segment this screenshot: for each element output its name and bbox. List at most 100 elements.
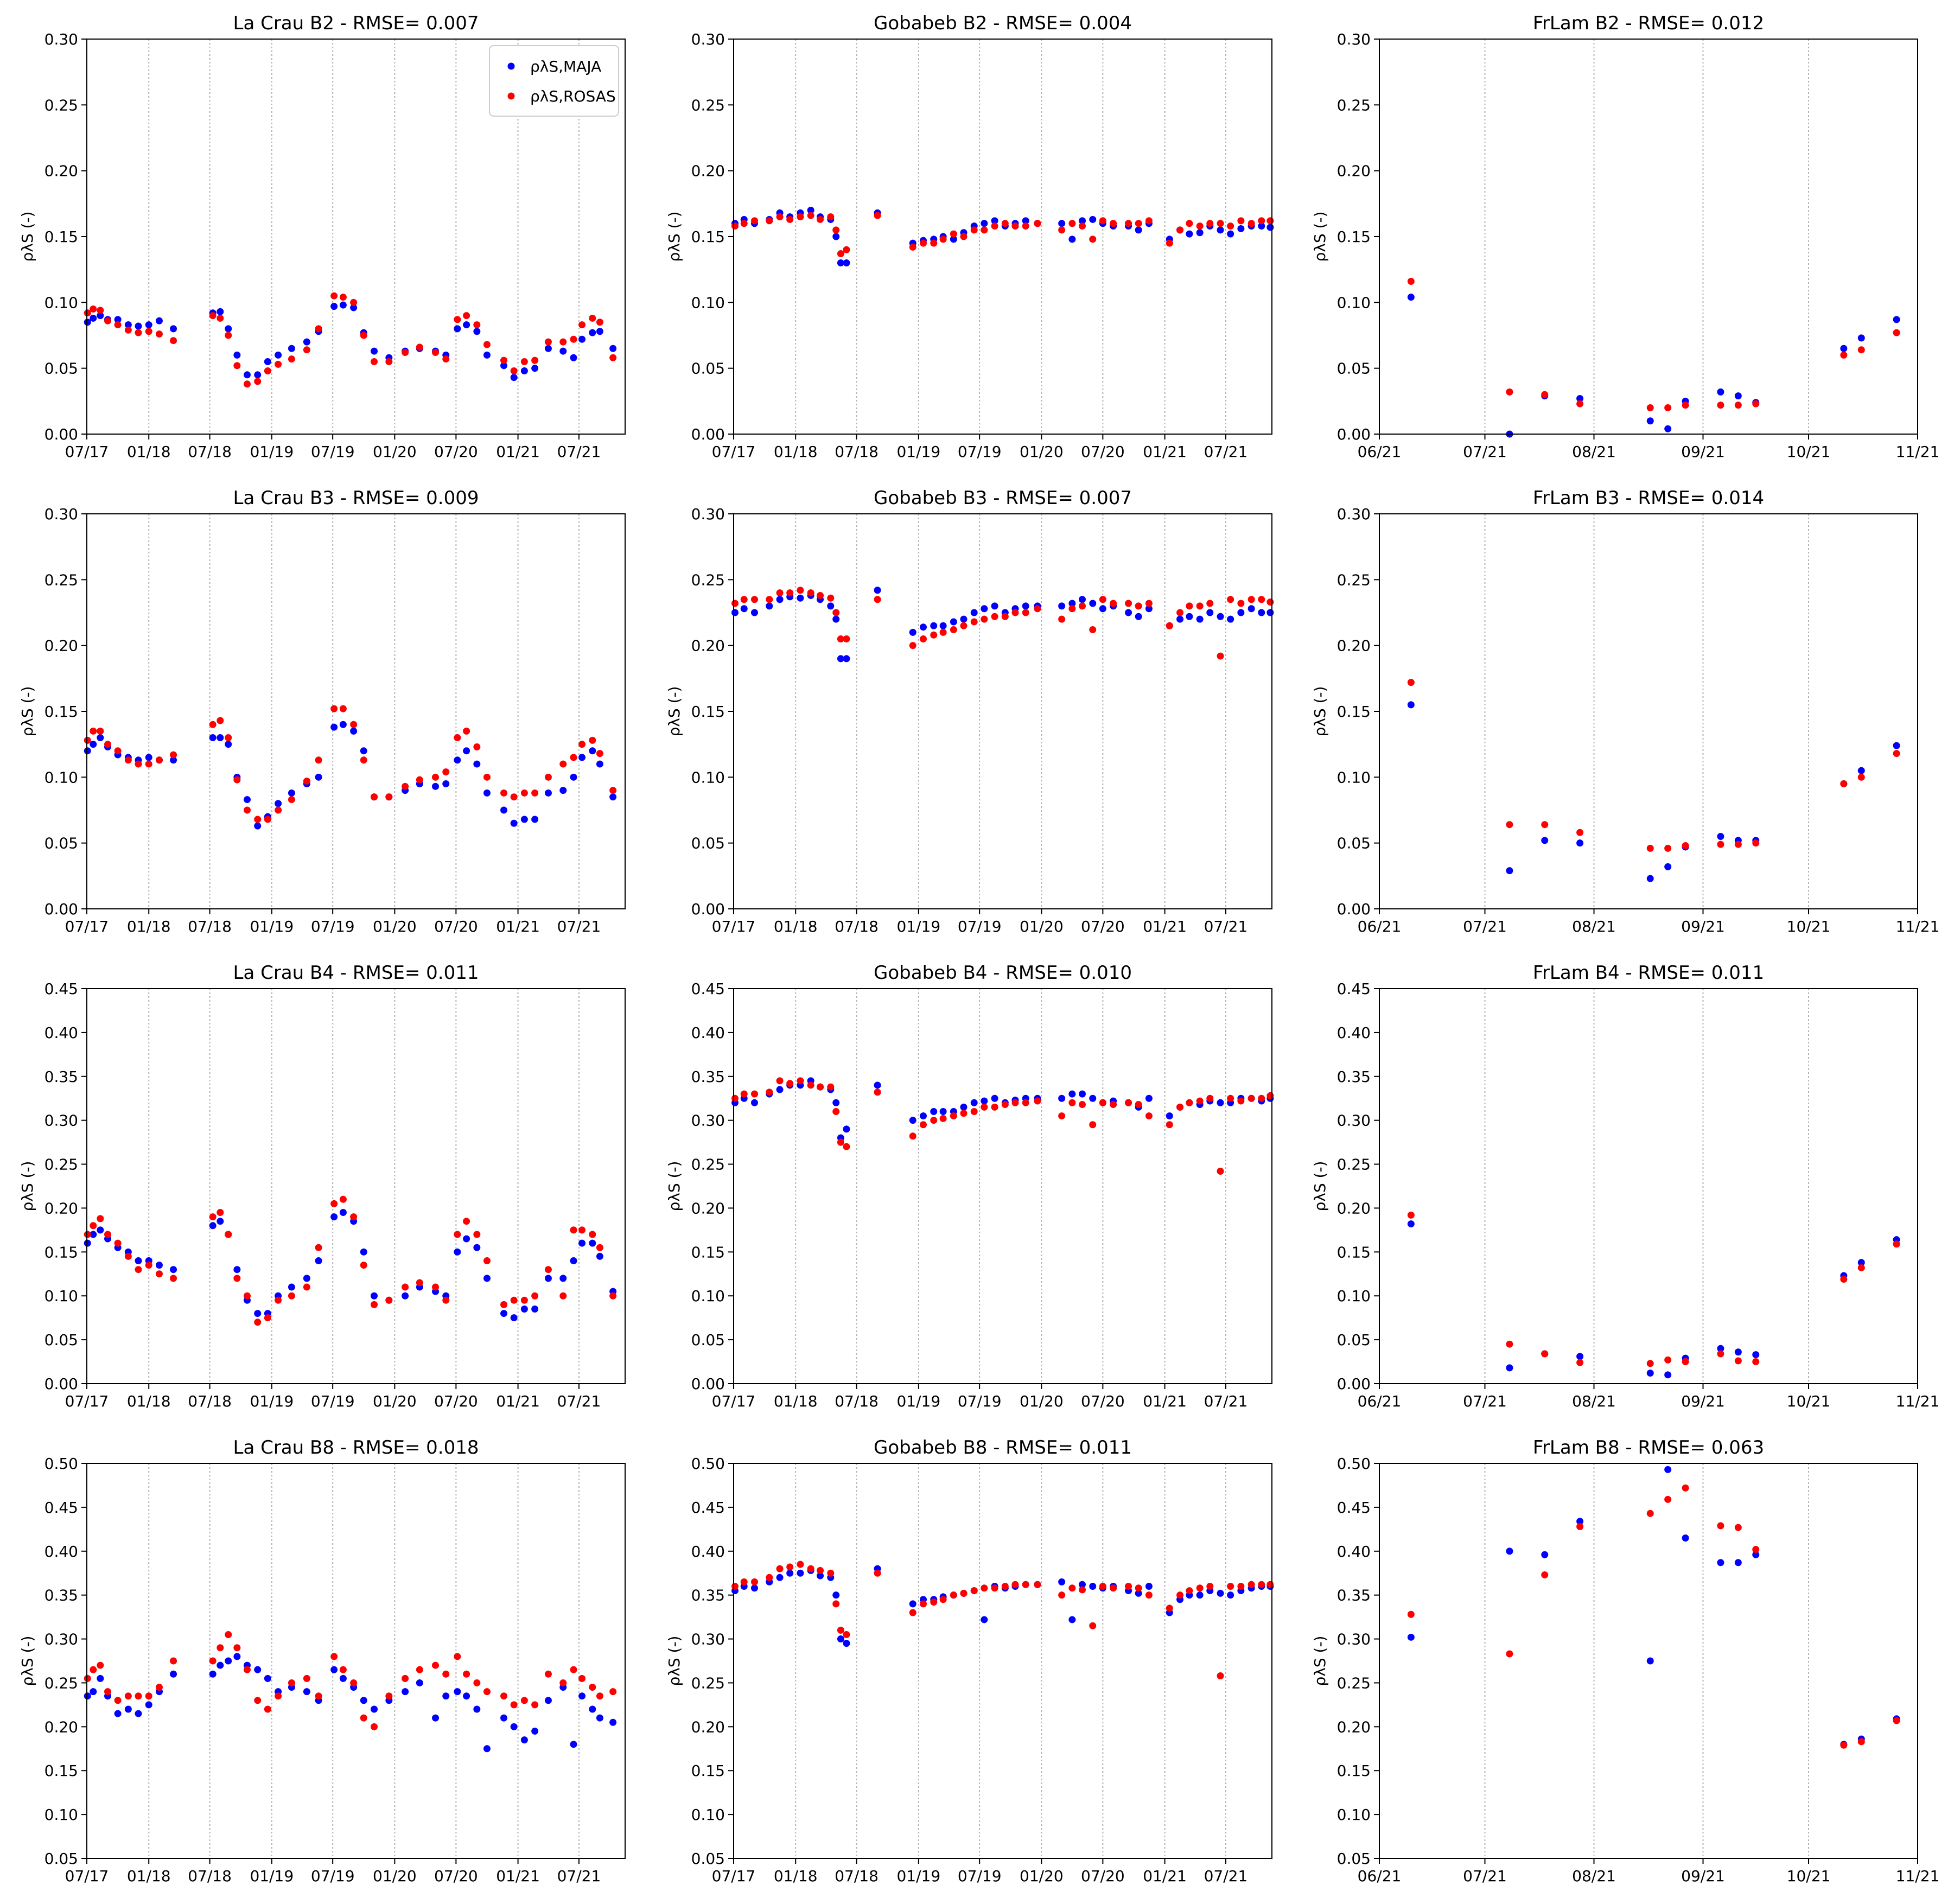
point-maja (1196, 1591, 1204, 1599)
point-rosas (90, 1666, 97, 1673)
y-axis-label: ρλS (-) (18, 212, 36, 262)
point-maja (740, 605, 748, 613)
point-maja (1176, 615, 1184, 623)
point-maja (578, 335, 586, 343)
x-tick-label: 07/21 (1463, 918, 1507, 935)
point-maja (1247, 605, 1255, 613)
x-tick-label: 09/21 (1681, 1392, 1725, 1410)
point-maja (170, 1266, 177, 1273)
point-rosas (360, 1262, 367, 1269)
point-rosas (1857, 1738, 1865, 1746)
point-rosas (930, 1117, 938, 1124)
point-rosas (1089, 626, 1097, 634)
point-rosas (930, 239, 938, 247)
x-tick-label: 01/19 (250, 918, 294, 935)
point-maja (303, 338, 310, 346)
y-tick-label: 0.45 (44, 1499, 78, 1517)
point-maja (939, 1107, 947, 1115)
point-rosas (233, 1644, 241, 1652)
point-rosas (1196, 222, 1204, 230)
point-rosas (1011, 609, 1019, 616)
point-maja (483, 1275, 491, 1282)
y-tick-label: 0.15 (1337, 228, 1371, 246)
panel-title: FrLam B2 - RMSE= 0.012 (1533, 12, 1764, 34)
x-tick-label: 01/21 (496, 918, 540, 935)
plot-frame (733, 513, 1272, 909)
x-tick-label: 07/21 (1204, 1392, 1248, 1410)
point-rosas (1186, 602, 1193, 610)
x-tick-label: 10/21 (1787, 443, 1831, 461)
point-maja (1145, 1582, 1153, 1590)
point-maja (510, 374, 518, 381)
point-rosas (1840, 780, 1848, 787)
point-rosas (919, 239, 927, 247)
x-tick-label: 07/21 (1463, 443, 1507, 461)
point-maja (1893, 316, 1900, 323)
point-rosas (225, 1231, 232, 1238)
point-rosas (570, 335, 577, 343)
y-axis-label: ρλS (-) (665, 1161, 683, 1212)
point-rosas (578, 1674, 586, 1682)
point-rosas (544, 338, 552, 346)
point-maja (254, 1310, 262, 1317)
point-rosas (264, 1314, 271, 1322)
point-rosas (1176, 609, 1184, 616)
point-rosas (1125, 1582, 1132, 1590)
point-maja (1576, 1353, 1584, 1360)
y-tick-label: 0.25 (691, 571, 725, 589)
point-rosas (874, 212, 881, 219)
x-tick-label: 01/19 (896, 1392, 940, 1410)
point-maja (170, 325, 177, 333)
point-rosas (473, 321, 481, 329)
x-tick-label: 07/19 (311, 1392, 355, 1410)
point-rosas (970, 618, 978, 626)
point-maja (454, 1688, 461, 1696)
point-rosas (837, 1626, 844, 1634)
point-rosas (559, 1679, 567, 1686)
y-tick-label: 0.30 (44, 505, 78, 523)
point-rosas (1001, 220, 1009, 227)
point-rosas (807, 212, 814, 219)
point-maja (1752, 1551, 1760, 1558)
point-maja (1734, 1348, 1742, 1356)
point-maja (339, 301, 347, 309)
y-tick-label: 0.20 (44, 1199, 78, 1217)
point-rosas (1079, 1586, 1086, 1594)
point-rosas (1034, 1581, 1041, 1588)
point-rosas (731, 1582, 739, 1590)
x-tick-label: 09/21 (1681, 1867, 1725, 1885)
point-rosas (930, 631, 938, 639)
point-rosas (442, 1296, 450, 1304)
point-rosas (463, 312, 470, 320)
point-rosas (570, 1666, 577, 1673)
point-rosas (609, 1292, 617, 1300)
point-maja (1089, 1094, 1097, 1102)
point-rosas (1541, 1571, 1549, 1578)
point-maja (1058, 1094, 1066, 1102)
y-tick-label: 0.15 (44, 1762, 78, 1780)
point-rosas (1022, 222, 1029, 230)
point-maja (609, 345, 617, 352)
point-maja (843, 259, 850, 267)
x-tick-label: 06/21 (1358, 1867, 1402, 1885)
panel-title: Gobabeb B4 - RMSE= 0.010 (874, 962, 1132, 984)
point-maja (350, 727, 358, 735)
point-maja (90, 1688, 97, 1696)
point-rosas (919, 635, 927, 643)
point-rosas (97, 307, 104, 314)
y-tick-label: 0.25 (691, 1156, 725, 1174)
point-maja (402, 1688, 409, 1696)
point-rosas (124, 756, 132, 764)
point-rosas (1541, 391, 1549, 398)
point-maja (919, 623, 927, 631)
panel-title: Gobabeb B3 - RMSE= 0.007 (874, 487, 1132, 509)
x-tick-label: 11/21 (1896, 1392, 1940, 1410)
point-rosas (315, 1692, 322, 1700)
point-rosas (264, 367, 271, 375)
y-tick-label: 0.10 (44, 294, 78, 311)
point-rosas (155, 756, 163, 764)
x-tick-label: 07/21 (1204, 918, 1248, 935)
point-rosas (233, 776, 241, 784)
point-rosas (135, 329, 142, 336)
y-tick-label: 0.05 (691, 360, 725, 378)
